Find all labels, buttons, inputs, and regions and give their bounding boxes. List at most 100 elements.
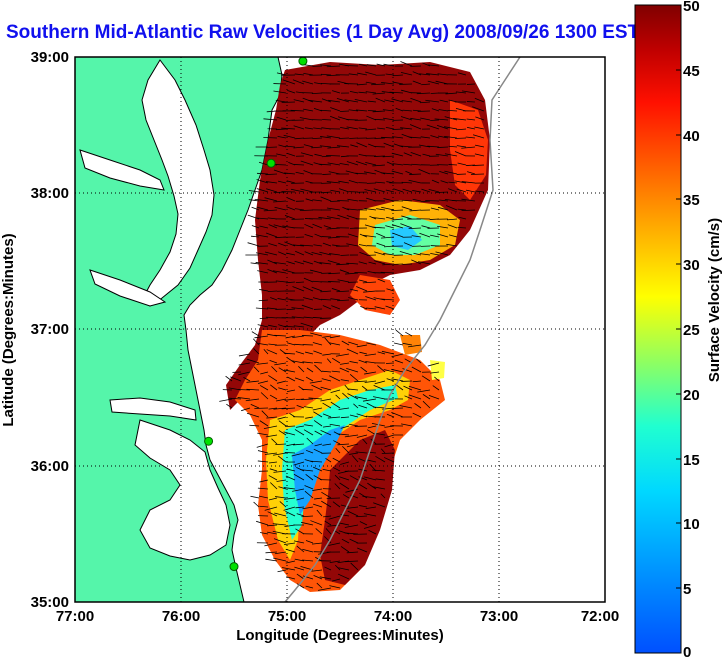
velocity-vector	[437, 146, 449, 148]
colorbar-tick-label: 15	[683, 452, 700, 469]
colorbar-ticks	[676, 4, 681, 654]
velocity-vector	[328, 281, 341, 283]
velocity-vector	[321, 155, 332, 158]
velocity-vector	[266, 416, 278, 419]
velocity-vector	[342, 392, 350, 400]
velocity-vector	[265, 551, 278, 554]
velocity-vector	[273, 200, 287, 203]
velocity-vector	[373, 502, 386, 508]
velocity-vector	[344, 99, 359, 103]
velocity-vector	[300, 188, 314, 193]
velocity-vector	[365, 81, 377, 85]
velocity-vector	[336, 145, 350, 148]
velocity-vector	[299, 117, 314, 121]
velocity-vector	[367, 425, 377, 429]
velocity-vector	[383, 253, 395, 256]
velocity-vector	[254, 198, 269, 202]
velocity-vector	[292, 79, 305, 85]
velocity-vector	[366, 307, 377, 310]
velocity-vector	[273, 538, 287, 544]
velocity-vector	[408, 179, 422, 184]
velocity-vector	[308, 397, 323, 400]
velocity-vector	[278, 144, 287, 148]
velocity-vector	[457, 72, 467, 76]
velocity-vector	[259, 385, 269, 391]
velocity-vector	[302, 286, 314, 292]
velocity-vector	[403, 385, 413, 391]
velocity-vector	[275, 128, 287, 131]
velocity-vector	[391, 98, 404, 103]
velocity-vector	[251, 235, 260, 238]
velocity-vector	[322, 443, 332, 446]
velocity-vector	[259, 420, 269, 427]
velocity-vector	[380, 448, 386, 454]
velocity-vector	[248, 199, 260, 202]
velocity-vector	[402, 199, 413, 202]
velocity-vector	[427, 145, 440, 148]
velocity-vector	[360, 366, 368, 373]
velocity-vector	[364, 353, 377, 357]
velocity-vector	[445, 205, 458, 211]
velocity-vector	[405, 170, 413, 175]
velocity-vector	[395, 107, 404, 112]
velocity-vector	[349, 373, 359, 382]
velocity-vector	[312, 466, 323, 472]
velocity-vector	[291, 316, 305, 319]
velocity-vector	[276, 380, 287, 384]
velocity-vector	[286, 443, 296, 447]
velocity-vector	[348, 297, 359, 301]
velocity-vector	[386, 413, 395, 418]
velocity-vector	[238, 353, 251, 357]
velocity-vector	[247, 242, 260, 247]
velocity-vector	[401, 423, 413, 427]
velocity-vector	[384, 99, 395, 103]
velocity-vector	[276, 153, 287, 157]
velocity-vector	[267, 259, 278, 265]
velocity-vector	[391, 218, 404, 221]
velocity-vector	[428, 189, 440, 193]
velocity-vector	[274, 551, 287, 555]
velocity-vector	[408, 394, 422, 400]
velocity-vector	[290, 109, 305, 112]
velocity-vector	[314, 443, 323, 447]
velocity-vector	[303, 277, 314, 283]
velocity-vector	[341, 340, 350, 346]
velocity-vector	[456, 145, 467, 148]
velocity-vector	[313, 420, 323, 427]
velocity-vector	[302, 559, 314, 562]
velocity-vector	[412, 80, 422, 85]
velocity-vector	[435, 191, 449, 194]
velocity-vector	[329, 375, 341, 382]
velocity-vector	[461, 198, 476, 202]
velocity-vector	[457, 208, 467, 211]
velocity-vector	[371, 226, 386, 229]
colorbar-tick-label: 25	[683, 322, 700, 339]
velocity-vector	[358, 476, 368, 481]
velocity-vector	[339, 476, 350, 481]
velocity-vector	[403, 242, 413, 247]
velocity-vector	[313, 448, 323, 454]
velocity-vector	[259, 317, 269, 319]
velocity-vector	[385, 126, 395, 130]
velocity-vector	[362, 398, 377, 402]
velocity-vector	[347, 393, 359, 400]
velocity-vector	[322, 173, 332, 175]
velocity-vector	[258, 161, 269, 166]
velocity-vector	[351, 455, 359, 463]
velocity-vector	[321, 298, 332, 301]
velocity-vector	[268, 224, 278, 229]
velocity-vector	[286, 576, 296, 580]
velocity-vector	[399, 405, 413, 409]
velocity-vector	[305, 449, 314, 454]
velocity-vector	[365, 71, 377, 76]
velocity-vector	[251, 206, 260, 211]
velocity-vector	[374, 380, 386, 385]
velocity-vector	[226, 403, 233, 409]
velocity-vector	[339, 482, 350, 490]
velocity-vector	[400, 223, 413, 229]
velocity-vector	[257, 380, 269, 384]
velocity-vector	[342, 445, 350, 454]
velocity-vector	[346, 348, 359, 355]
velocity-vector	[293, 473, 305, 481]
velocity-vector	[285, 475, 296, 481]
